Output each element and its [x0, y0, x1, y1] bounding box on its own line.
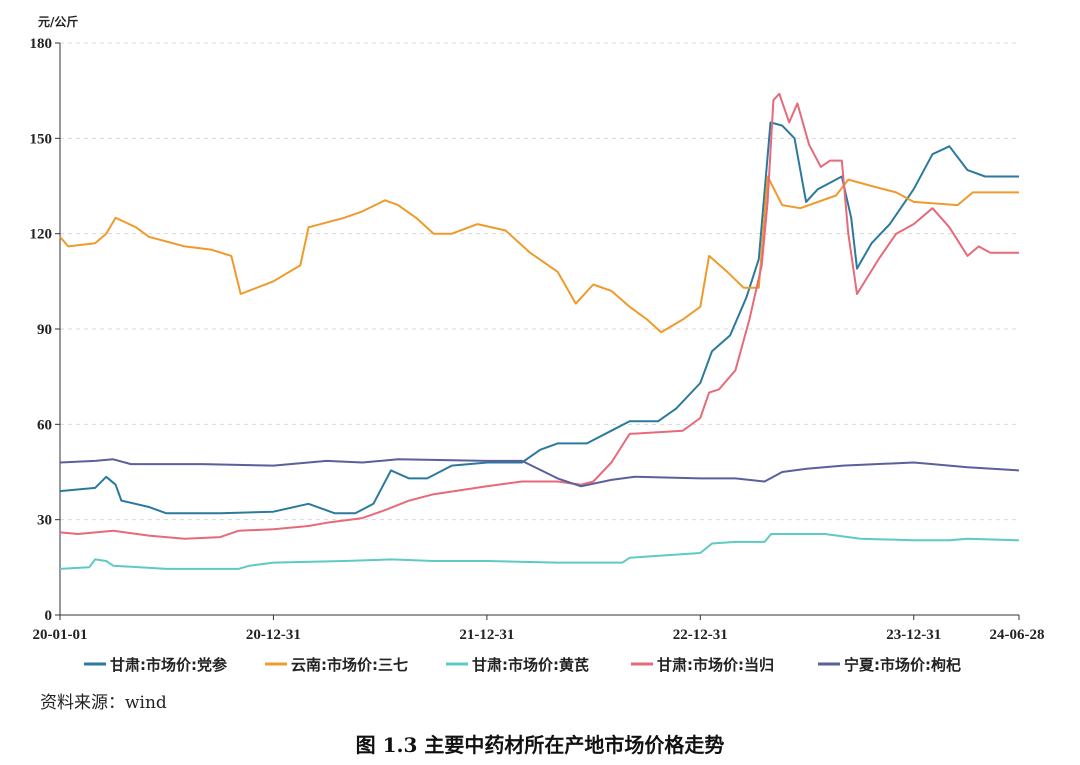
x-tick-label: 22-12-31	[673, 627, 728, 643]
legend-label: 云南:市场价:三七	[291, 656, 408, 674]
legend-label: 甘肃:市场价:黄芪	[472, 656, 589, 674]
legend-item: 云南:市场价:三七	[265, 656, 408, 674]
legend-item: 甘肃:市场价:黄芪	[446, 656, 589, 674]
series-line	[59, 175, 1019, 334]
legend-item: 甘肃:市场价:当归	[631, 656, 774, 674]
series-3	[59, 533, 1020, 570]
gridlines	[60, 42, 1019, 521]
legend: 甘肃:市场价:党参 云南:市场价:三七 甘肃:市场价:黄芪 甘肃:市场价:当归 宁夏:市…	[84, 656, 961, 674]
y-tick-label: 30	[37, 513, 52, 529]
x-tick-label: 21-12-31	[459, 627, 514, 643]
y-tick-label: 180	[30, 36, 53, 52]
legend-item: 宁夏:市场价:枸杞	[818, 656, 961, 674]
legend-label: 甘肃:市场价:当归	[657, 656, 774, 674]
y-tick-label: 0	[45, 608, 53, 624]
series-line	[59, 458, 1020, 488]
y-tick-label: 120	[30, 227, 53, 243]
series-1	[59, 121, 1019, 515]
x-tick-label: 23-12-31	[886, 627, 941, 643]
source-note: 资料来源：wind	[40, 693, 167, 713]
axes: 元/公斤 0 30 60 90 120 150 180 20-01-01 20-12-31 21-1…	[30, 14, 1045, 643]
series-line	[59, 92, 1019, 540]
series-4	[59, 92, 1019, 540]
series-lines	[59, 92, 1020, 570]
series-5	[59, 458, 1020, 488]
y-tick-label: 90	[37, 322, 52, 338]
legend-item: 甘肃:市场价:党参	[84, 656, 228, 674]
x-tick-label: 20-12-31	[246, 627, 301, 643]
figure-caption: 图 1.3 主要中药材所在产地市场价格走势	[355, 733, 725, 757]
series-2	[59, 175, 1019, 334]
line-chart: 元/公斤 0 30 60 90 120 150 180 20-01-01 20-12-31 21-1…	[30, 14, 1045, 674]
legend-label: 宁夏:市场价:枸杞	[844, 656, 961, 674]
y-tick-label: 60	[37, 417, 52, 433]
series-line	[59, 121, 1019, 515]
series-line	[59, 533, 1020, 570]
y-unit-label: 元/公斤	[38, 14, 78, 29]
legend-label: 甘肃:市场价:党参	[110, 656, 228, 674]
x-tick-label: 20-01-01	[33, 627, 88, 643]
x-tick-label: 24-06-28	[990, 627, 1045, 643]
y-tick-label: 150	[30, 131, 53, 147]
